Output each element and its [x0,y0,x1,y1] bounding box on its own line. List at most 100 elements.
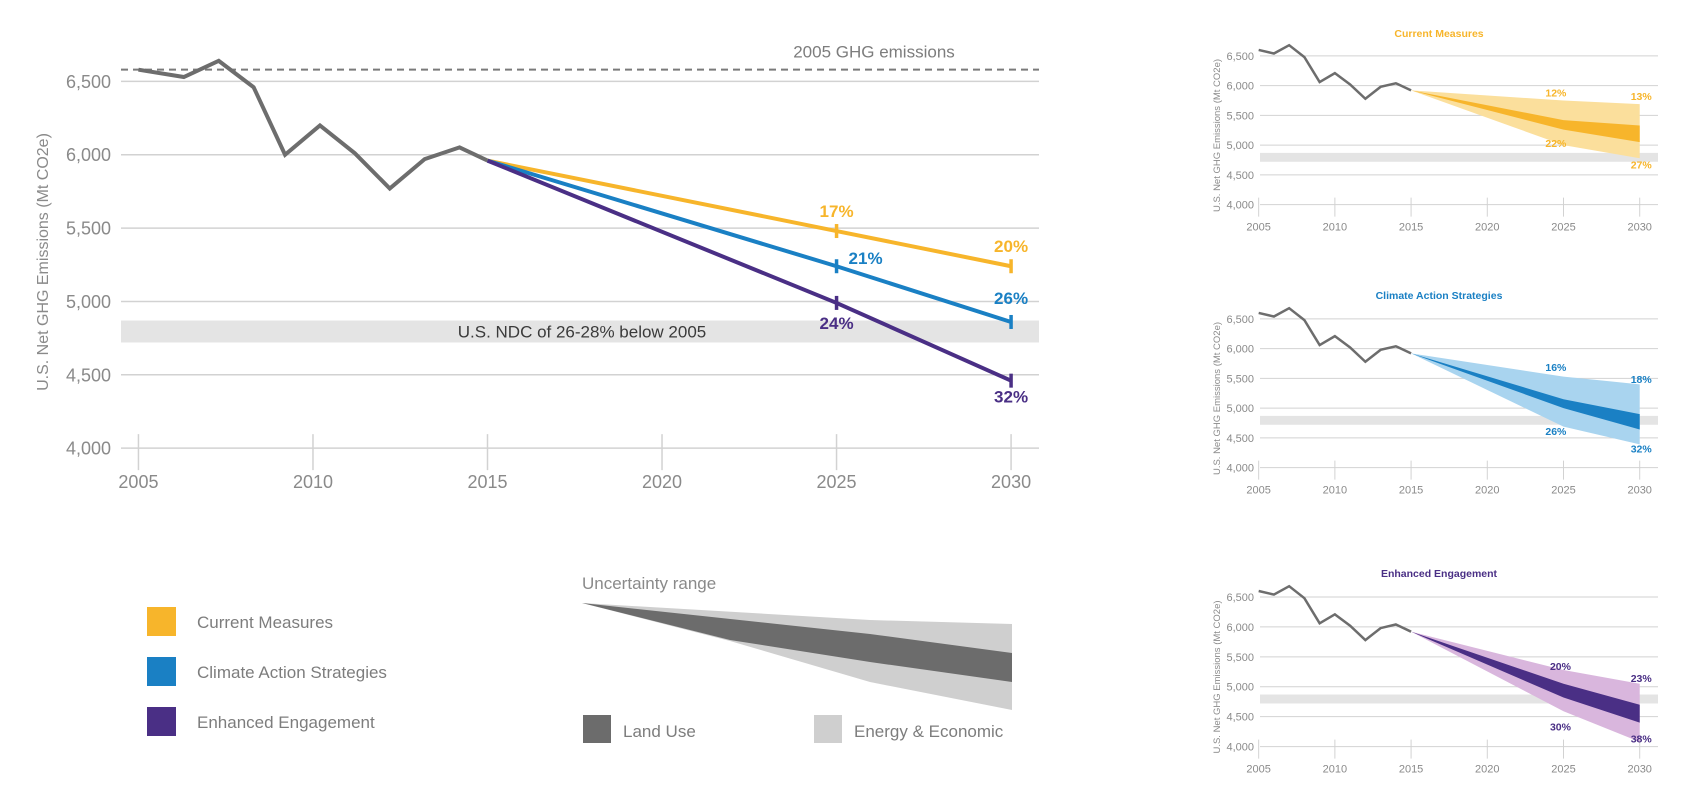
x-tick-label: 2025 [817,472,857,492]
x-tick-label: 2010 [1323,485,1347,497]
series-data-label: 20% [994,237,1028,256]
y-tick-label: 6,500 [1226,592,1254,604]
y-tick-label: 6,000 [1226,622,1254,634]
historical-emissions-line [1258,306,1412,364]
legend: Current Measures Climate Action Strategi… [147,607,387,736]
legend-label-current-measures: Current Measures [197,613,333,632]
y-tick-label: 5,500 [1226,110,1254,122]
y-tick-label: 4,000 [66,439,111,459]
ndc-band [1260,152,1658,162]
band-percent-label: 22% [1545,138,1567,150]
y-tick-label: 6,000 [66,145,111,165]
x-tick-label: 2005 [1246,222,1270,234]
x-tick-label: 2020 [1475,764,1499,776]
mini-chart-title: Current Measures [1394,28,1483,40]
y-tick-label: 5,500 [1226,652,1254,664]
y-tick-label: 6,000 [1226,81,1254,93]
y-axis-label: U.S. Net GHG Emissions (Mt CO2e) [1212,600,1223,753]
mini-chart-current-measures: 4,000 4,500 5,000 5,500 6,000 6,500 2005 2010 20… [1212,28,1658,234]
uncertainty-legend: Uncertainty range Land Use Energy & Econ… [582,574,1012,743]
band-percent-label: 16% [1545,362,1567,374]
x-tick-label: 2030 [1627,764,1651,776]
y-tick-label: 4,000 [1226,742,1254,754]
band-percent-label: 13% [1631,91,1653,103]
ndc-band [1260,694,1658,704]
inner-uncertainty-band [1411,631,1640,723]
y-tick-label: 4,000 [1226,200,1254,212]
outer-uncertainty-band [1411,631,1640,742]
series-data-label: 24% [820,314,854,333]
outer-uncertainty-band [1411,353,1640,445]
band-percent-label: 12% [1545,87,1567,99]
band-percent-label: 26% [1545,426,1567,438]
historical-emissions-line [1258,43,1412,101]
y-tick-label: 4,500 [1226,712,1254,724]
x-tick-label: 2025 [1551,222,1575,234]
x-tick-label: 2025 [1551,485,1575,497]
main-chart: 4,000 4,500 5,000 5,500 6,000 6,500 2005 2010 20… [35,43,1039,492]
band-percent-label: 38% [1631,733,1653,745]
mini-chart-climate-action-strategies: 4,000 4,500 5,000 5,500 6,000 6,500 2005 2010 20… [1212,290,1658,497]
uncertainty-label-land-use: Land Use [623,722,696,741]
x-tick-label: 2010 [1323,222,1347,234]
series-line-current-measures [487,158,1012,269]
y-tick-label: 4,500 [1226,170,1254,182]
ndc-band [1260,415,1658,425]
y-tick-label: 4,500 [66,365,111,385]
uncertainty-land-use-band [582,603,1012,682]
inner-uncertainty-band [1411,90,1640,143]
outer-uncertainty-band [1411,90,1640,159]
ndc-band-label: U.S. NDC of 26-28% below 2005 [458,323,707,342]
series-data-label: 26% [994,289,1028,308]
series-data-label: 17% [820,202,854,221]
historical-emissions-line [138,58,489,192]
x-tick-label: 2020 [642,472,682,492]
band-percent-label: 23% [1631,673,1653,685]
series-data-label: 21% [849,249,883,268]
y-axis-label: U.S. Net GHG Emissions (Mt CO2e) [1212,322,1223,475]
y-tick-label: 5,000 [1226,403,1254,415]
historical-emissions-line [1258,584,1412,642]
y-tick-label: 5,500 [66,219,111,239]
y-axis-label: U.S. Net GHG Emissions (Mt CO2e) [1212,59,1223,212]
y-tick-label: 4,500 [1226,433,1254,445]
band-percent-label: 30% [1550,721,1572,733]
mini-chart-title: Climate Action Strategies [1376,290,1503,302]
y-tick-label: 4,000 [1226,463,1254,475]
x-tick-label: 2015 [1399,222,1423,234]
band-percent-label: 27% [1631,159,1653,171]
x-tick-label: 2005 [1246,764,1270,776]
legend-label-climate-action-strategies: Climate Action Strategies [197,663,387,682]
ndc-band [121,320,1039,343]
legend-swatch-current-measures [147,607,176,636]
uncertainty-swatch-land-use [583,715,611,743]
x-tick-label: 2005 [1246,485,1270,497]
uncertainty-label-energy-economic: Energy & Economic [854,722,1004,741]
x-tick-label: 2010 [1323,764,1347,776]
x-tick-label: 2030 [1627,485,1651,497]
x-tick-label: 2025 [1551,764,1575,776]
legend-swatch-enhanced-engagement [147,707,176,736]
y-tick-label: 6,500 [1226,314,1254,326]
x-tick-label: 2010 [293,472,333,492]
x-tick-label: 2030 [1627,222,1651,234]
inner-uncertainty-band [1411,353,1640,430]
mini-chart-enhanced-engagement: 4,000 4,500 5,000 5,500 6,000 6,500 2005 2010 20… [1212,568,1658,776]
x-tick-label: 2015 [1399,485,1423,497]
y-tick-label: 6,500 [66,72,111,92]
band-percent-label: 32% [1631,444,1653,456]
series-line-climate-action-strategies [486,158,1012,324]
legend-label-enhanced-engagement: Enhanced Engagement [197,713,375,732]
band-percent-label: 20% [1550,661,1572,673]
band-percent-label: 18% [1631,374,1653,386]
legend-swatch-climate-action-strategies [147,657,176,686]
y-tick-label: 5,500 [1226,373,1254,385]
series-line-enhanced-engagement [486,158,1012,383]
y-tick-label: 6,500 [1226,51,1254,63]
y-tick-label: 5,000 [1226,140,1254,152]
reference-line-label: 2005 GHG emissions [793,43,955,62]
uncertainty-swatch-energy-economic [814,715,842,743]
x-tick-label: 2030 [991,472,1031,492]
y-tick-label: 5,000 [66,292,111,312]
